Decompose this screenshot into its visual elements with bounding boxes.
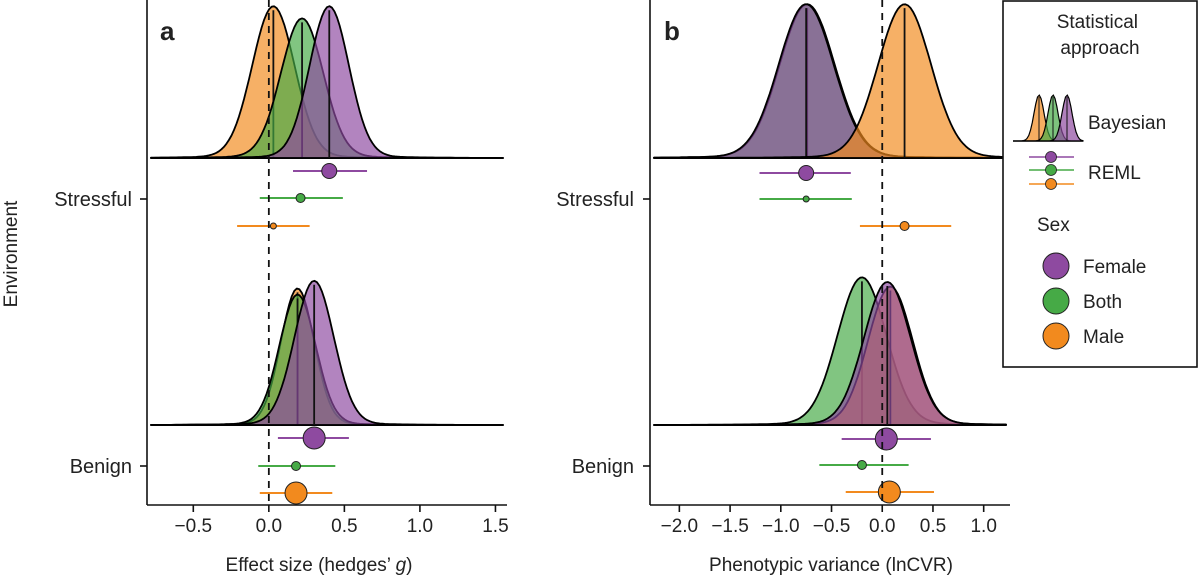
panel-b: b −2.0 −1.5 −1.0 −0.5 0.0 0.5 1.0 Stressful Be…	[556, 0, 1010, 576]
panel-a-content	[150, 5, 504, 505]
panel-b-plot-area: −2.0 −1.5 −1.0 −0.5 0.0 0.5 1.0	[643, 0, 1010, 537]
panel-b-category-benign: Benign	[572, 456, 634, 478]
legend-reml-point-female	[1045, 151, 1057, 163]
legend-reml-label: REML	[1088, 163, 1141, 184]
panel-b-x-tick-label-4: 0.0	[869, 516, 895, 537]
panel-b-x-tick-label-2: −1.0	[762, 516, 800, 537]
panel-a-category-stressful: Stressful	[54, 189, 132, 211]
panel-b-benign-reml-point-male	[877, 480, 901, 504]
legend-title-line1: Statistical	[1057, 12, 1138, 33]
panel-b-benign-reml-point-both	[856, 460, 867, 470]
panel-a-x-axis-label: Effect size (hedges’ g)	[226, 555, 413, 576]
legend-sex-swatch-female	[1042, 252, 1070, 280]
panel-a-stressful-reml-point-female	[321, 163, 338, 179]
legend-title: Statistical approach	[1057, 12, 1144, 59]
legend-sex-key	[1042, 252, 1070, 350]
panel-a-stressful-reml-point-both	[295, 193, 306, 203]
panel-b-stressful-reml-point-both	[802, 195, 810, 203]
panel-b-stressful-density-male	[653, 3, 1007, 159]
panel-a-benign-density-female	[150, 279, 504, 426]
legend-sex-female: Female	[1083, 257, 1146, 278]
legend-bayesian-label: Bayesian	[1088, 113, 1166, 134]
panel-a-stressful-density-female	[150, 5, 504, 159]
panel-b-x-tick-label-6: 1.0	[970, 516, 996, 537]
legend-title-line2: approach	[1060, 38, 1139, 59]
panel-a-x-tick-label-3: 1.0	[407, 516, 433, 537]
panel-b-stressful-reml-point-male	[899, 221, 910, 231]
panel-b-x-axis-label: Phenotypic variance (lnCVR)	[709, 555, 953, 576]
legend-sex-both: Both	[1083, 292, 1122, 313]
legend-reml-point-male	[1045, 178, 1057, 190]
y-axis-label: Environment	[1, 200, 22, 307]
legend-reml-point-both	[1045, 164, 1057, 176]
panel-a-x-tick-label-0: −0.5	[175, 516, 213, 537]
panel-a-benign-reml-point-male	[284, 481, 308, 505]
legend-bayesian-density-female	[1013, 94, 1084, 142]
panel-b-x-tick-label-5: 0.5	[920, 516, 946, 537]
panel-a-stressful-reml-point-male	[269, 222, 277, 230]
panel-b-content	[653, 3, 1007, 504]
panel-b-x-tick-label-0: −2.0	[661, 516, 699, 537]
legend-sex-title: Sex	[1037, 215, 1070, 236]
panel-a-plot-area: −0.5 0.0 0.5 1.0 1.5	[140, 0, 509, 537]
panel-a-benign-reml-point-female	[302, 426, 326, 450]
legend-sex-male: Male	[1083, 327, 1124, 348]
panel-b-x-tick-label-1: −1.5	[711, 516, 749, 537]
panel-b-benign-density-both	[653, 276, 1007, 426]
panel-b-category-stressful: Stressful	[556, 189, 634, 211]
panel-a: a −0.5 0.0 0.5 1.0 1.5 Stressful Benign Effe…	[54, 0, 509, 576]
panel-b-benign-reml-point-female	[874, 427, 898, 451]
panel-b-label: b	[664, 16, 680, 46]
legend: Statistical approach Bayesian REML Sex F…	[1002, 0, 1198, 368]
panel-a-x-tick-label-4: 1.5	[482, 516, 508, 537]
panel-a-benign-reml-point-both	[291, 461, 302, 471]
panel-a-label: a	[160, 16, 175, 46]
legend-reml-key	[1029, 151, 1074, 190]
panel-a-category-benign: Benign	[70, 456, 132, 478]
legend-bayesian-key	[1013, 94, 1084, 142]
legend-sex-swatch-both	[1042, 287, 1070, 315]
panel-b-stressful-reml-point-female	[798, 165, 815, 181]
panel-a-x-tick-label-1: 0.0	[256, 516, 282, 537]
panel-b-benign-density-female	[653, 281, 1007, 426]
panel-a-x-tick-label-2: 0.5	[331, 516, 357, 537]
panel-b-x-tick-label-3: −0.5	[813, 516, 851, 537]
legend-sex-swatch-male	[1042, 322, 1070, 350]
